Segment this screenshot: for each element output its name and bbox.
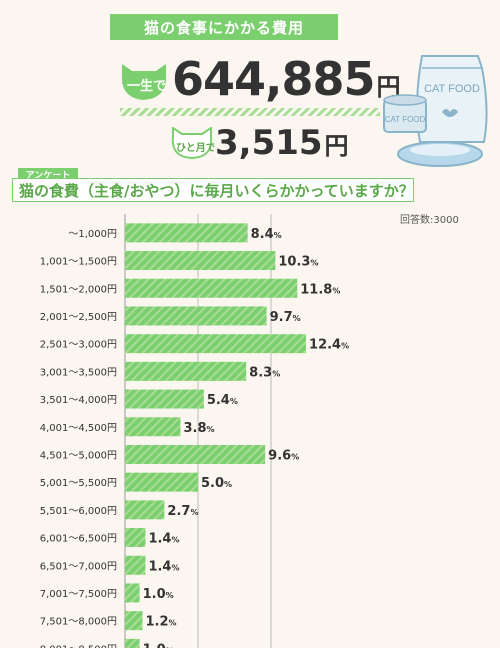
survey-question: 猫の食費（主食/おやつ）に毎月いくらかかっていますか？ — [12, 178, 414, 202]
category-label: 2,001～2,500円 — [40, 312, 117, 323]
bar — [125, 472, 198, 492]
category-label: 6,001～6,500円 — [40, 534, 117, 545]
bag-label: CAT FOOD — [424, 83, 480, 95]
data-label: 1.4% — [148, 559, 179, 574]
category-label: 3,501～4,000円 — [40, 395, 117, 406]
bar — [125, 583, 140, 603]
data-label: 9.7% — [270, 310, 301, 325]
bar — [125, 278, 298, 298]
category-label: 4,501～5,000円 — [40, 450, 117, 461]
category-label: 1,501～2,000円 — [40, 284, 117, 295]
bar — [125, 500, 165, 520]
chart-title-banner: 猫の食事にかかる費用 — [110, 14, 338, 40]
bar — [125, 223, 248, 243]
data-label: 11.8% — [300, 282, 340, 297]
bar — [125, 306, 267, 326]
respondent-count: 回答数:3000 — [400, 215, 459, 226]
data-label: 9.6% — [268, 448, 299, 463]
cat-head-icon-lifetime: 一生で — [121, 64, 167, 100]
data-label: 8.3% — [249, 365, 280, 380]
data-label: 8.4% — [251, 227, 282, 242]
bar — [125, 251, 276, 271]
data-label: 1.2% — [146, 615, 177, 630]
category-label: 7,001～7,500円 — [40, 589, 117, 600]
data-label: 5.4% — [207, 393, 238, 408]
monthly-total-unit: 円 — [324, 132, 349, 160]
data-label: 3.8% — [183, 421, 214, 436]
bar-chart: ～1,000円 8.4% 1,001～1,500円 10.3% 1,501～2,000円… — [40, 214, 349, 648]
survey-tag: アンケート — [18, 168, 78, 181]
lifetime-label: 一生で — [127, 78, 166, 94]
bar — [125, 638, 140, 648]
bar — [125, 528, 146, 548]
bar — [125, 555, 146, 575]
category-label: 2,501～3,000円 — [40, 340, 117, 351]
data-label: 5.0% — [201, 476, 232, 491]
bar — [125, 361, 247, 381]
bar — [125, 417, 181, 437]
category-label: 3,001～3,500円 — [40, 367, 117, 378]
can-label: CAT FOOD — [385, 115, 426, 124]
data-label: 10.3% — [278, 255, 318, 270]
bar — [125, 444, 266, 464]
monthly-total: 3,515 円 — [215, 123, 349, 163]
cat-head-icon-monthly: ひと月で — [171, 127, 214, 159]
data-label: 1.4% — [148, 532, 179, 547]
category-label: 7,501～8,000円 — [40, 617, 117, 628]
paw-icon — [442, 109, 458, 117]
category-label: ～1,000円 — [68, 229, 117, 240]
category-label: 5,001～5,500円 — [40, 478, 117, 489]
bar — [125, 389, 204, 409]
lifetime-total: 644,885 円 — [172, 52, 401, 106]
lifetime-total-value: 644,885 — [172, 52, 376, 106]
monthly-total-value: 3,515 — [215, 123, 323, 163]
category-label: 6,501～7,000円 — [40, 561, 117, 572]
decorative-stripe — [120, 108, 380, 116]
bar — [125, 334, 307, 354]
data-label: 12.4% — [309, 338, 349, 353]
monthly-label: ひと月で — [176, 142, 214, 154]
category-label: 5,501～6,000円 — [40, 506, 117, 517]
data-label: 2.7% — [167, 504, 198, 519]
category-label: 4,001～4,500円 — [40, 423, 117, 434]
data-label: 1.0% — [143, 587, 174, 602]
cat-food-illustration: CAT FOOD CAT FOOD — [383, 55, 488, 167]
data-label: 1.0% — [143, 642, 174, 648]
bar — [125, 611, 143, 631]
category-label: 1,001～1,500円 — [40, 257, 117, 268]
category-label: 8,001～8,500円 — [40, 644, 117, 648]
